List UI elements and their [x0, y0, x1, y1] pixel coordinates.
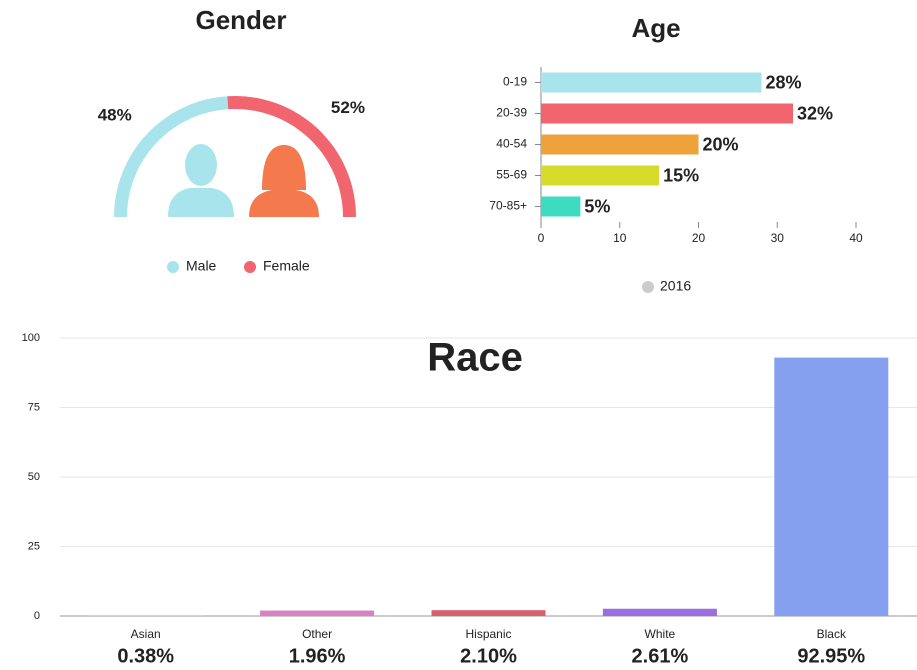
value-label: 32%	[797, 103, 833, 123]
x-tick-label: Black	[817, 627, 847, 641]
y-tick-label: 0	[34, 610, 40, 622]
bar	[774, 357, 889, 616]
gauge-segment	[227, 96, 356, 217]
x-tick-label: 10	[613, 231, 627, 245]
bar	[88, 614, 203, 616]
x-tick-label: 20	[692, 231, 706, 245]
value-label: 92.95%	[797, 645, 865, 667]
chart-title: Race	[427, 336, 523, 380]
y-tick-label: 75	[28, 401, 40, 413]
value-label: 5%	[584, 196, 610, 216]
x-tick-label: 0	[538, 231, 545, 245]
bar	[541, 165, 660, 186]
legend-label: 2016	[660, 278, 691, 294]
y-tick-label: 100	[22, 332, 40, 344]
x-tick-label: White	[645, 627, 676, 641]
bar	[602, 608, 717, 616]
y-tick-label: 50	[28, 471, 40, 483]
value-label: 28%	[766, 72, 802, 92]
y-tick-label: 55-69	[496, 168, 527, 182]
bar	[431, 610, 546, 616]
value-label: 2.10%	[460, 645, 517, 667]
value-label: 52%	[331, 98, 365, 117]
y-tick-label: 20-39	[496, 106, 527, 120]
value-label: 20%	[703, 134, 739, 154]
chart-title: Gender	[195, 5, 286, 35]
legend-swatch	[244, 261, 256, 273]
x-tick-label: Other	[302, 627, 332, 641]
value-label: 48%	[98, 106, 132, 125]
x-tick-label: 30	[771, 231, 785, 245]
bar	[541, 103, 793, 124]
x-tick-label: 40	[849, 231, 863, 245]
bar	[541, 196, 581, 217]
y-tick-label: 25	[28, 540, 40, 552]
gauge-segment	[114, 96, 229, 217]
legend-label: Male	[186, 258, 217, 274]
female-icon	[249, 145, 319, 217]
legend-swatch	[167, 261, 179, 273]
male-icon	[168, 144, 234, 217]
value-label: 2.61%	[632, 645, 689, 667]
y-tick-label: 70-85+	[489, 199, 527, 213]
y-tick-label: 0-19	[503, 75, 527, 89]
bar	[541, 134, 699, 155]
x-tick-label: Asian	[131, 627, 161, 641]
y-tick-label: 40-54	[496, 137, 527, 151]
legend-label: Female	[263, 258, 310, 274]
bar	[541, 72, 762, 93]
x-tick-label: Hispanic	[465, 627, 511, 641]
value-label: 1.96%	[289, 645, 346, 667]
legend-swatch	[642, 281, 654, 293]
value-label: 15%	[663, 165, 699, 185]
chart-title: Age	[631, 13, 680, 43]
value-label: 0.38%	[117, 645, 174, 667]
bar	[260, 610, 375, 616]
